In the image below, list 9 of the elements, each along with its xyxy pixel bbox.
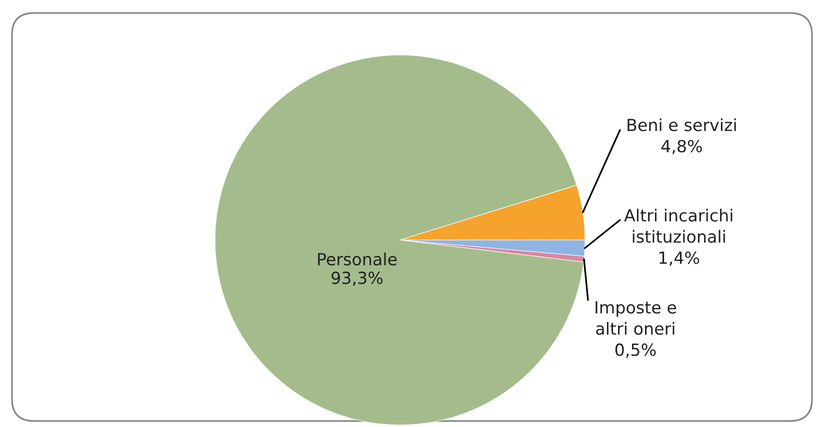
slice-label: Imposte e altri oneri xyxy=(596,301,676,335)
data-label: 0,5% xyxy=(615,343,656,358)
data-label: 4,8% xyxy=(661,140,702,154)
slice-label: Personale xyxy=(318,252,397,266)
data-label: 1,4% xyxy=(660,251,700,266)
slice-label: Altri incarichi istituzionali xyxy=(624,208,732,243)
pie-slice xyxy=(214,54,584,426)
slice-label: Beni e servizi xyxy=(628,118,736,132)
data-label: 93,3% xyxy=(332,272,383,286)
